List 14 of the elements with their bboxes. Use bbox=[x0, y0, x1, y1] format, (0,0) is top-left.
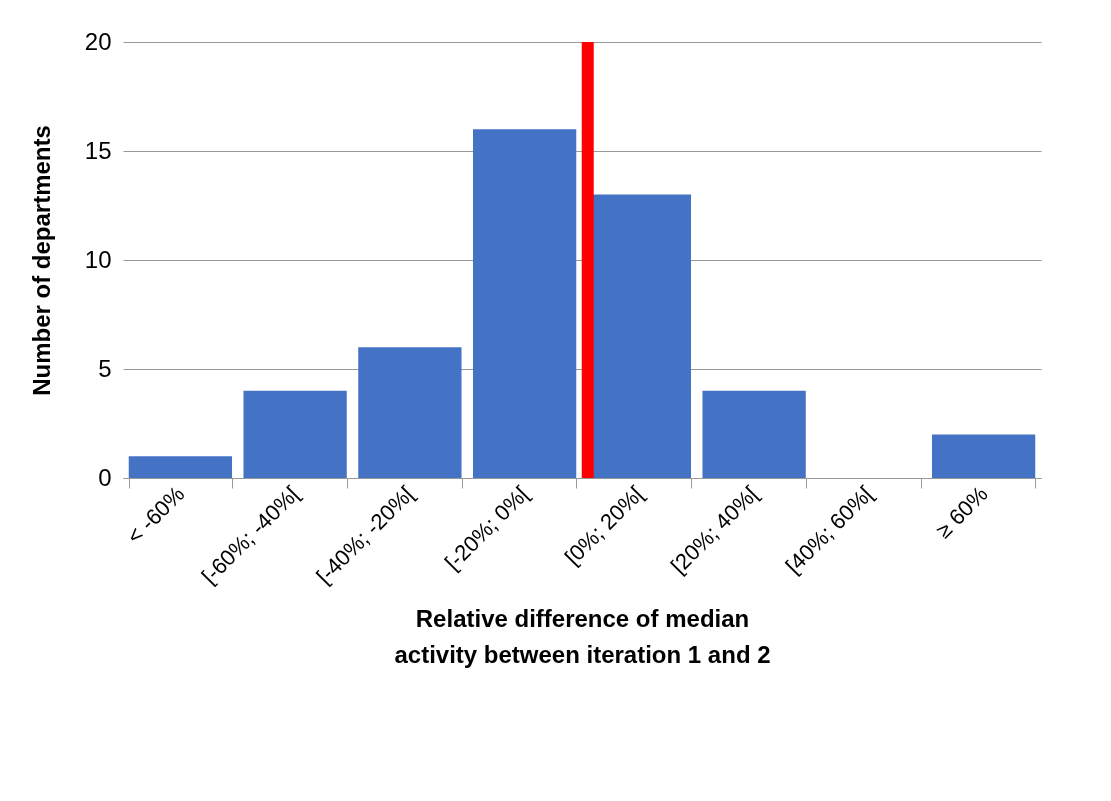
bar bbox=[472, 129, 577, 478]
x-tick-label: ≥ 60% bbox=[930, 481, 993, 543]
bar bbox=[243, 390, 347, 478]
x-axis-title: Relative difference of median activity between iteration 1 and 2 bbox=[394, 605, 771, 669]
bar bbox=[128, 456, 233, 478]
y-tick-label: 0 bbox=[98, 463, 112, 491]
y-tick-label: 20 bbox=[84, 27, 112, 55]
y-axis-title: Number of departments bbox=[27, 125, 55, 396]
bar bbox=[931, 434, 1036, 478]
y-tick-label: 15 bbox=[84, 136, 112, 164]
bar bbox=[358, 347, 462, 478]
y-tick-label: 5 bbox=[98, 354, 112, 382]
bar bbox=[702, 390, 806, 478]
y-tick-label: 10 bbox=[84, 245, 112, 273]
